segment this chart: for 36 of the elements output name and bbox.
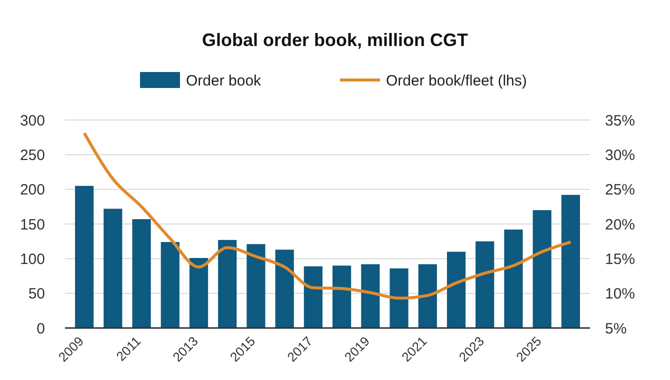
y-tick-label: 0 [36, 320, 45, 338]
line-series [82, 132, 572, 300]
y2-tick-label: 15% [605, 250, 636, 268]
bar [561, 194, 580, 328]
bar [332, 266, 352, 328]
bar [160, 242, 180, 328]
y2-tick-label: 10% [605, 286, 636, 303]
bar [446, 252, 466, 328]
y-tick-label: 100 [20, 250, 45, 268]
bar [246, 244, 266, 328]
bar [275, 250, 294, 328]
bar [189, 258, 208, 328]
y2-tick-label: 5% [605, 320, 627, 338]
legend-label: Order book/fleet (lhs) [386, 72, 527, 90]
y-tick-label: 250 [20, 146, 45, 164]
bar [75, 186, 94, 328]
y-tick-label: 50 [28, 286, 45, 303]
y-tick-label: 150 [20, 216, 45, 234]
bar [504, 230, 523, 328]
y2-tick-label: 20% [605, 216, 636, 234]
y2-tick-label: 25% [605, 182, 636, 199]
bar [532, 210, 552, 328]
bar [418, 264, 437, 328]
bar [304, 266, 322, 328]
chart-title: Global order book, million CGT [202, 30, 468, 50]
bar [104, 208, 122, 328]
bar [218, 240, 237, 328]
y2-tick-label: 30% [605, 146, 636, 164]
bar [390, 268, 408, 328]
bar [132, 219, 151, 328]
y2-tick-label: 35% [605, 112, 636, 130]
y-tick-label: 200 [20, 182, 45, 199]
bar [361, 264, 380, 328]
y-tick-label: 300 [20, 112, 45, 130]
bar [476, 241, 494, 328]
legend-label: Order book [186, 72, 262, 90]
